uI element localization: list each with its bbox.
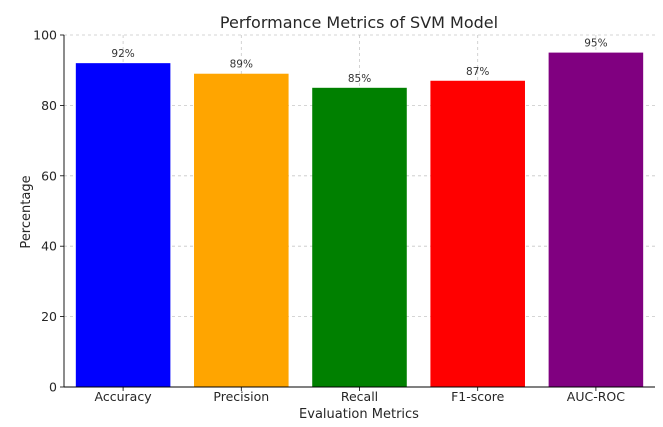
bar-recall [312,87,407,388]
bar-accuracy [75,63,171,387]
data-label: 89% [230,59,253,71]
y-tick-label: 20 [41,309,57,324]
x-tick-label: Recall [341,389,378,404]
x-tick-label: F1-score [451,389,505,404]
x-tick-label: Precision [213,389,269,404]
bar-f1-score [430,80,525,387]
data-label: 92% [111,48,134,60]
x-tick-label: AUC-ROC [567,389,625,404]
y-tick-label: 40 [41,239,57,254]
bars [75,52,644,388]
y-tick-label: 100 [33,28,57,43]
x-tick-label: Accuracy [95,389,153,404]
y-axis-label: Percentage [19,175,34,248]
labels: 0 20 40 60 80 100 Accuracy 92% Precision 89% Recal… [33,28,625,405]
bar-precision [194,73,289,387]
x-axis-label: Evaluation Metrics [299,407,419,422]
chart-title: Performance Metrics of SVM Model [220,13,498,32]
data-label: 95% [584,38,607,50]
data-label: 87% [466,66,489,78]
axes [60,34,655,391]
data-label: 85% [348,73,371,85]
y-tick-label: 0 [49,380,57,395]
bar-auc-roc [548,52,644,387]
y-tick-label: 80 [41,98,57,113]
y-tick-label: 60 [41,168,57,183]
